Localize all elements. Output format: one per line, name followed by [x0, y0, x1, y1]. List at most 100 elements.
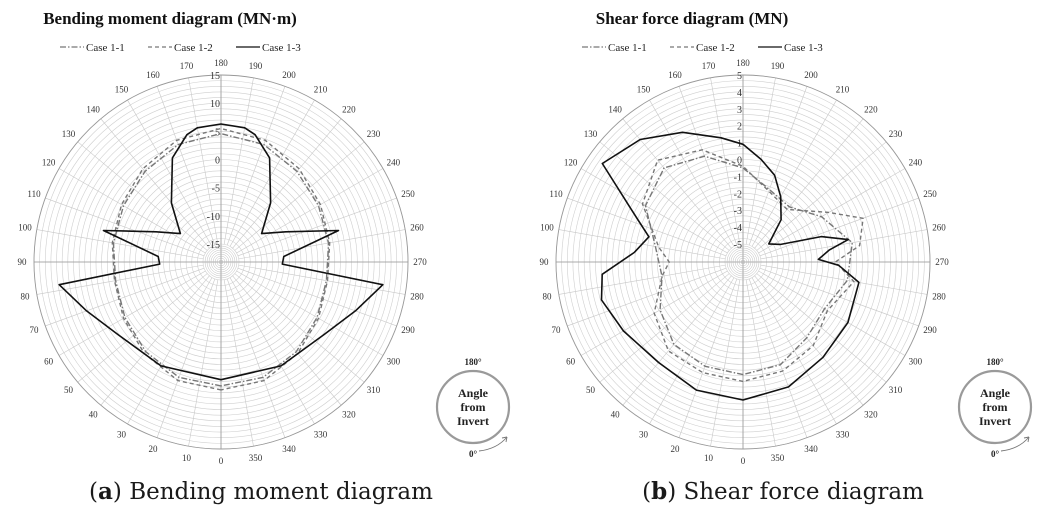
radial-labels: -5 -4 -3 -2 -1 0 1 2 3 4 5 [734, 71, 742, 251]
radial-tick-label: -10 [207, 212, 220, 223]
grid-spoke [223, 279, 254, 447]
grid-spoke [45, 267, 205, 327]
outer-ring [33, 74, 409, 450]
grid-spoke [232, 118, 342, 249]
series-group [58, 123, 384, 391]
angle-tick-label: 50 [64, 385, 74, 395]
angle-tick-label: 290 [401, 325, 415, 335]
grid-spoke [751, 277, 837, 425]
badge-line: Angle [980, 386, 1011, 400]
angle-tick-label: 130 [62, 129, 76, 139]
grid-spoke [622, 275, 732, 406]
badge-top-label: 180° [464, 357, 482, 367]
caption-b-text: Shear force diagram [676, 479, 924, 505]
grid-spoke [236, 168, 384, 254]
grid-spoke [599, 141, 730, 251]
angle-tick-label: 330 [314, 429, 328, 439]
angle-tick-label: 160 [146, 70, 160, 80]
angle-tick-label: 350 [249, 453, 263, 463]
angle-tick-label: 170 [702, 61, 716, 71]
grid-spoke [758, 270, 906, 356]
angle-tick-label: 200 [804, 70, 818, 80]
legend-entry: Case 1-1 [608, 42, 647, 54]
grid-spoke [748, 86, 808, 246]
angle-labels: 0102030405060708090100110120130140150160… [540, 58, 950, 466]
grid-spoke [756, 141, 887, 251]
grid-spoke [127, 277, 213, 425]
grid-spoke [58, 168, 206, 254]
panel-bending-moment: Bending moment diagram (MN·m) Case 1-1 Cas… [18, 9, 511, 505]
angle-tick-label: 350 [771, 453, 785, 463]
angle-tick-label: 110 [27, 189, 41, 199]
angle-tick-label: 140 [86, 105, 100, 115]
badge-circle [957, 369, 1033, 445]
grid-spoke [678, 86, 738, 246]
angle-tick-label: 250 [401, 189, 415, 199]
angle-tick-label: 230 [889, 129, 903, 139]
radial-labels: -15 -10 -5 0 5 10 15 [207, 71, 220, 251]
radial-tick-label: 10 [210, 99, 220, 110]
grid-spoke [234, 273, 365, 383]
series-line [58, 123, 384, 381]
angle-tick-label: 210 [314, 85, 328, 95]
angle-tick-label: 40 [89, 409, 99, 419]
angle-tick-label: 310 [889, 385, 903, 395]
grid-spoke [229, 277, 315, 425]
grid-spoke [58, 270, 206, 356]
grid-spoke [756, 273, 887, 383]
legend: Case 1-1 Case 1-2 Case 1-3 [582, 42, 823, 54]
badge-arrow [1000, 436, 1030, 452]
grid-spoke [748, 278, 808, 438]
grid-spoke [754, 275, 864, 406]
badge-line: from [982, 400, 1007, 414]
angle-tick-label: 30 [117, 429, 127, 439]
badge-arrowhead [501, 436, 508, 443]
grid-spoke [77, 273, 208, 383]
angle-tick-label: 60 [566, 357, 576, 367]
angle-tick-label: 0 [741, 456, 746, 466]
grid-spoke [760, 229, 928, 260]
panel-shear-force: Shear force diagram (MN) Case 1-1 Case 1-2… [522, 0, 1044, 519]
angle-tick-label: 340 [804, 444, 818, 454]
grid-spoke [678, 278, 738, 438]
grid-spoke [238, 229, 406, 260]
caption-a-letter: a [98, 478, 113, 505]
badge-line: Invert [979, 414, 1011, 428]
angle-tick-label: 100 [18, 222, 32, 232]
grid-spoke [156, 86, 216, 246]
grid-spoke [649, 99, 735, 247]
grid-spoke [754, 118, 864, 249]
grid-spoke [759, 197, 919, 257]
angle-tick-label: 290 [923, 325, 937, 335]
angle-tick-label: 190 [771, 61, 785, 71]
angle-tick-label: 270 [935, 257, 949, 267]
radial-tick-label: 4 [737, 88, 742, 99]
radial-tick-label: -3 [734, 206, 742, 217]
radial-tick-label: -4 [734, 223, 742, 234]
angle-tick-label: 0 [219, 456, 224, 466]
angle-tick-label: 200 [282, 70, 296, 80]
series-group [600, 131, 864, 401]
series-line [644, 155, 853, 376]
radial-tick-label: 1 [737, 139, 742, 150]
grid-spoke [226, 86, 286, 246]
angle-tick-label: 220 [342, 105, 356, 115]
angle-tick-label: 140 [608, 105, 622, 115]
radial-tick-label: 5 [737, 71, 742, 82]
angle-tick-label: 300 [909, 357, 923, 367]
grid-spoke [622, 118, 732, 249]
angle-tick-label: 180 [736, 58, 750, 68]
badge-arrow [478, 436, 508, 452]
angle-tick-label: 40 [611, 409, 621, 419]
angle-tick-label: 90 [540, 257, 550, 267]
radial-tick-label: 0 [215, 156, 220, 167]
angle-tick-label: 300 [387, 357, 401, 367]
radial-tick-label: -5 [734, 240, 742, 251]
angle-tick-label: 320 [342, 409, 356, 419]
grid-spoke [100, 118, 210, 249]
badge-line: from [460, 400, 485, 414]
grid-spoke [234, 141, 365, 251]
grid-spoke [760, 264, 928, 295]
angle-tick-label: 100 [540, 222, 554, 232]
